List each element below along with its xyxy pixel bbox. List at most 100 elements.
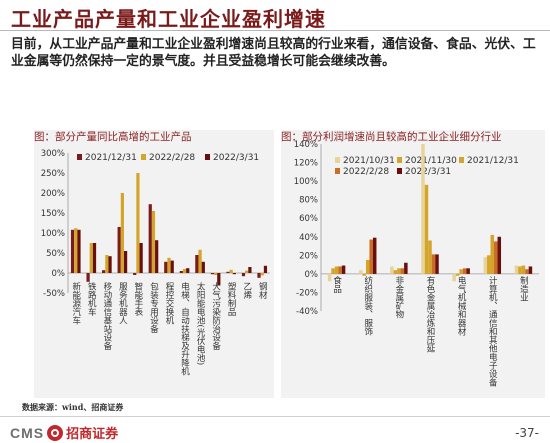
chart-title-profit: 图：部分利润增速尚且较高的工业企业细分行业 — [281, 131, 502, 143]
category-label: 铁路机车 — [86, 281, 96, 317]
bar — [327, 273, 332, 282]
bar — [245, 270, 249, 273]
bar — [198, 249, 202, 273]
bar — [117, 227, 121, 273]
bar — [260, 273, 264, 276]
bar — [431, 254, 436, 274]
bar — [70, 229, 75, 273]
bar — [435, 254, 439, 274]
category-label: 大气污染防治设备 — [211, 281, 221, 351]
category-label: 塑料制品 — [226, 282, 236, 317]
bar — [393, 270, 398, 274]
category-label: 智能手表 — [133, 281, 143, 317]
bar — [195, 255, 199, 273]
bar — [151, 211, 156, 273]
chart-panel-profit: 图：部分利润增速尚且较高的工业企业细分行业 -40% -20% 0% 20% 40% 60… — [281, 130, 545, 398]
bar — [92, 243, 97, 273]
intro-text: 目前，从工业产品产量和工业企业盈利增速尚且较高的行业来看，通信设备、食品、光伏、… — [11, 37, 536, 69]
y-tick-label: 100% — [294, 177, 318, 187]
bar — [210, 273, 215, 275]
bar — [397, 268, 401, 274]
bar — [86, 273, 90, 282]
bar — [459, 269, 463, 274]
bar — [521, 265, 526, 274]
y-tick-label: 60% — [299, 214, 318, 224]
bar — [120, 193, 124, 273]
y-tick-label: 80% — [299, 196, 318, 206]
bar — [167, 257, 171, 273]
page-title: 工业产品产量和工业企业盈利增速 — [11, 7, 326, 31]
legend-swatch — [335, 168, 340, 174]
bar — [226, 271, 230, 273]
footer-divider — [0, 416, 550, 417]
y-tick-label: -40% — [296, 307, 318, 317]
chart-panel-production: 图：部分产量同比高增的工业产品 -50% 0% 50% 100% 150% 200% 250… — [34, 130, 274, 398]
category-label: 乙烯 — [242, 282, 252, 300]
category-label: 非金属矿物 — [394, 275, 404, 319]
y-tick-label: -20% — [296, 288, 318, 298]
bar — [400, 268, 405, 274]
bar — [89, 243, 93, 273]
legend-label: 2022/3/31 — [213, 153, 259, 163]
bar — [263, 265, 268, 273]
bar — [462, 268, 467, 274]
y-tick-label: 300% — [41, 149, 65, 159]
y-tick-label: 120% — [294, 159, 318, 169]
legend-swatch — [77, 154, 82, 160]
bar — [518, 266, 522, 274]
bar — [155, 240, 159, 273]
bar — [214, 273, 218, 275]
bar — [421, 144, 425, 274]
bar — [338, 266, 342, 274]
category-label: 移动通信基站设备 — [102, 281, 112, 351]
bar — [77, 229, 81, 273]
legend-label: 2022/3/31 — [405, 167, 451, 177]
category-label: 包装专用设备 — [148, 281, 158, 334]
y-tick-label: -50% — [43, 289, 65, 299]
y-tick-label: 40% — [299, 233, 318, 243]
data-source: 数据来源：wind、招商证券 — [22, 402, 124, 412]
bar — [248, 267, 252, 273]
y-tick-label: 20% — [299, 251, 318, 261]
bar — [201, 261, 205, 273]
category-label: 电梯、自动扶梯及升降机 — [180, 281, 190, 376]
y-tick-label: 0% — [305, 270, 319, 280]
legend-label: 2021/12/31 — [467, 156, 519, 166]
category-label: 太阳能电池(光伏电池) — [195, 281, 206, 365]
bar — [365, 259, 370, 274]
bar — [74, 228, 78, 273]
bar — [455, 273, 460, 276]
bar — [525, 269, 529, 274]
logo-cn: 招商证券 — [66, 427, 119, 442]
legend-label: 2021/10/31 — [343, 156, 395, 166]
bar — [466, 268, 470, 274]
bar — [164, 261, 168, 273]
y-tick-label: 50% — [46, 249, 65, 259]
bar — [483, 257, 488, 274]
bar — [229, 269, 233, 273]
y-tick-label: 200% — [41, 189, 65, 199]
legend-label: 2022/2/28 — [149, 153, 195, 163]
legend-label: 2021/11/30 — [405, 156, 457, 166]
legend-swatch — [335, 157, 340, 163]
legend-swatch — [397, 168, 402, 174]
y-tick-label: 150% — [41, 209, 65, 219]
bar — [452, 273, 456, 282]
bar — [341, 265, 346, 274]
legend-swatch — [141, 154, 146, 160]
bar — [136, 173, 140, 273]
bar — [102, 270, 106, 273]
bar — [257, 273, 261, 278]
bar — [217, 273, 221, 285]
bar — [170, 260, 174, 273]
category-label: 新能源汽车 — [71, 281, 81, 325]
y-tick-label: 100% — [41, 229, 65, 239]
bar — [139, 243, 143, 273]
bar — [362, 273, 366, 276]
bar — [148, 204, 152, 273]
category-label: 纺织服装、服饰 — [363, 275, 373, 336]
y-tick-label: 0% — [52, 269, 66, 279]
bar — [487, 255, 491, 274]
legend-swatch — [459, 157, 464, 163]
company-logo: CMS 招商证券 — [10, 423, 118, 442]
